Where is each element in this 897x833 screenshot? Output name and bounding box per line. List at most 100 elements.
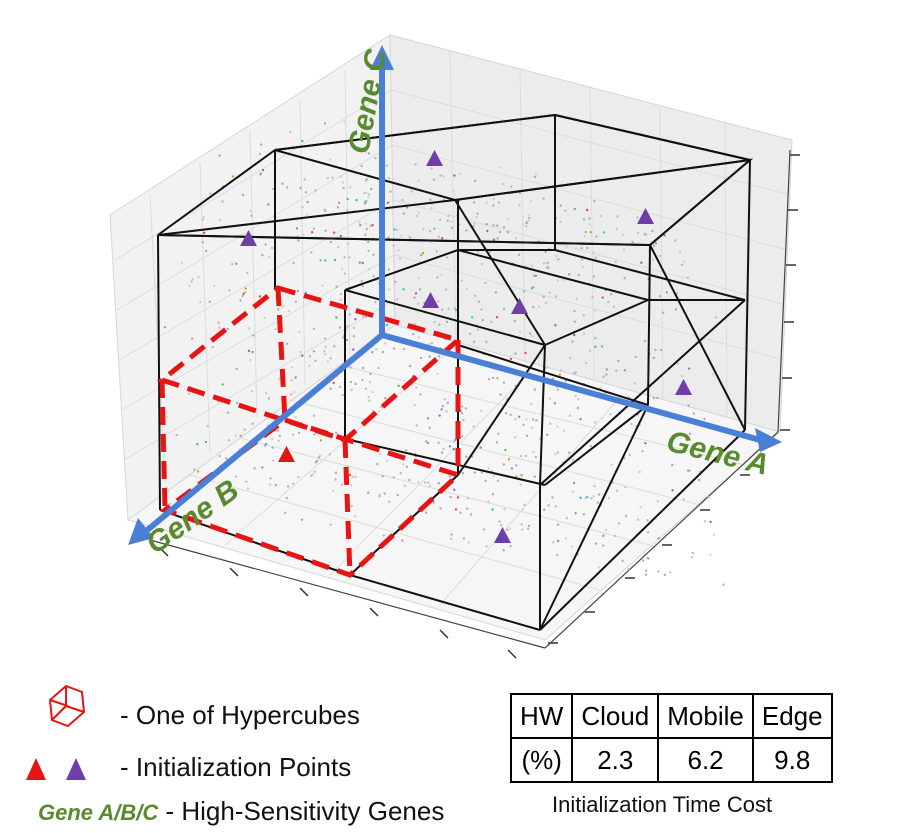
- scatter-point: [597, 566, 600, 569]
- scatter-point: [441, 237, 444, 240]
- scatter-point: [315, 459, 319, 462]
- scatter-point: [313, 433, 316, 436]
- scatter-point: [276, 429, 280, 432]
- scatter-point: [491, 376, 495, 380]
- scatter-point: [339, 298, 342, 301]
- scatter-point: [687, 367, 691, 370]
- scatter-point: [259, 172, 263, 175]
- scatter-point: [513, 319, 517, 323]
- scatter-point: [707, 496, 710, 499]
- scatter-point: [333, 345, 336, 348]
- scatter-point: [261, 254, 264, 257]
- scatter-point: [535, 419, 538, 422]
- scatter-point: [433, 320, 436, 324]
- scatter-point: [376, 462, 379, 466]
- scatter-point: [477, 300, 480, 303]
- scatter-point: [671, 463, 674, 467]
- scatter-point: [202, 216, 205, 219]
- scatter-point: [568, 273, 571, 276]
- scatter-point: [472, 425, 475, 428]
- scatter-point: [387, 176, 391, 180]
- scatter-point: [438, 323, 441, 326]
- scatter-point: [294, 300, 297, 303]
- scatter-point: [417, 481, 420, 484]
- scatter-point: [499, 393, 502, 396]
- scatter-point: [623, 369, 627, 372]
- scatter-point: [456, 496, 460, 499]
- scatter-point: [530, 426, 533, 429]
- scatter-point: [332, 381, 335, 385]
- scatter-point: [531, 264, 534, 267]
- init-point-red-icon: [26, 758, 46, 780]
- scatter-point: [286, 342, 289, 345]
- table-cell: HW: [509, 693, 574, 739]
- scatter-point: [294, 416, 297, 419]
- scatter-point: [361, 261, 364, 265]
- scatter-point: [602, 544, 605, 547]
- scatter-point: [285, 186, 289, 189]
- scatter-point: [260, 143, 263, 146]
- scatter-point: [682, 260, 686, 263]
- scatter-point: [641, 450, 644, 453]
- scatter-point: [439, 507, 442, 510]
- scatter-point: [472, 201, 476, 204]
- highlighted-hypercube: [156, 285, 464, 578]
- scatter-point: [568, 451, 571, 454]
- scatter-point: [405, 465, 408, 468]
- scatter-point: [419, 356, 423, 360]
- table-cell: 6.2: [657, 737, 754, 783]
- scatter-point: [709, 553, 712, 556]
- scatter-point: [399, 235, 402, 238]
- scatter-point: [554, 505, 557, 508]
- scatter-point: [402, 212, 405, 215]
- scatter-point: [572, 372, 576, 375]
- scatter-point: [321, 284, 324, 287]
- scatter-point: [531, 418, 535, 421]
- scatter-point: [676, 362, 679, 365]
- scatter-point: [333, 258, 337, 262]
- scatter-point: [555, 254, 558, 258]
- scatter-point: [163, 326, 167, 329]
- scatter-point: [298, 330, 301, 334]
- scatter-point: [395, 228, 399, 232]
- scatter-point: [474, 179, 477, 183]
- init-point-red: [278, 446, 295, 462]
- scatter-point: [218, 218, 222, 221]
- scatter-point: [450, 226, 453, 229]
- scatter-point: [644, 442, 647, 445]
- scatter-point: [586, 246, 589, 250]
- scatter-point: [287, 485, 290, 488]
- scatter-point: [644, 573, 648, 576]
- scatter-point: [553, 453, 557, 456]
- scatter-point: [324, 353, 327, 356]
- scatter-point: [188, 284, 191, 287]
- scatter-point: [532, 286, 535, 289]
- scatter-point: [486, 229, 489, 233]
- scatter-point: [658, 254, 662, 258]
- scatter-point: [722, 583, 725, 586]
- scatter-point: [452, 440, 456, 443]
- scatter-point: [377, 366, 380, 370]
- scatter-point: [358, 221, 361, 224]
- scatter-point: [367, 491, 370, 494]
- scatter-point: [419, 393, 422, 396]
- scatter-point: [623, 276, 626, 280]
- scatter-point: [348, 313, 352, 316]
- scatter-point: [236, 401, 239, 405]
- scatter-point: [469, 332, 472, 336]
- scatter-point: [384, 397, 387, 400]
- scatter-point: [465, 455, 468, 458]
- scatter-point: [687, 404, 690, 407]
- scatter-point: [402, 288, 405, 291]
- scatter-point: [662, 311, 665, 314]
- scatter-point: [326, 176, 329, 180]
- scatter-point: [549, 422, 552, 425]
- scatter-point: [392, 244, 395, 247]
- scatter-point: [227, 411, 230, 414]
- scatter-point: [270, 437, 274, 441]
- scatter-point: [354, 131, 357, 135]
- scatter-point: [196, 443, 199, 446]
- scatter-point: [284, 511, 287, 514]
- scatter-point: [329, 523, 332, 526]
